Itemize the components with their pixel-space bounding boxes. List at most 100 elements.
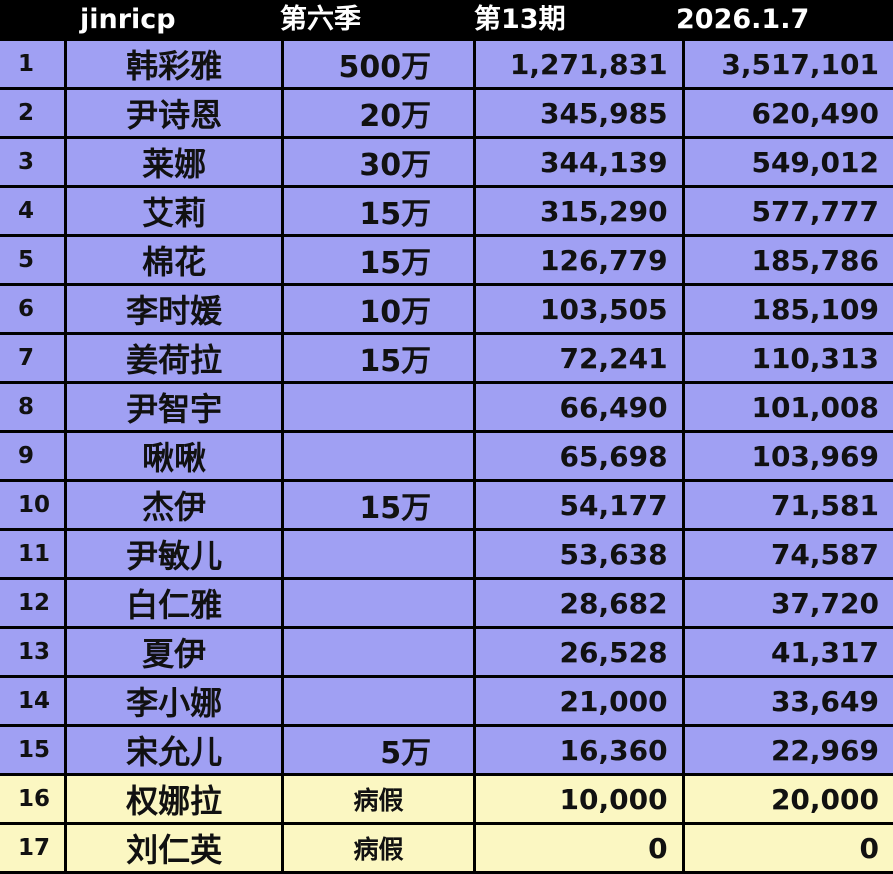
prize-cell <box>283 580 474 626</box>
prize-cell: 15万 <box>283 237 474 283</box>
prize-cell: 病假 <box>283 776 474 822</box>
table-row: 16 权娜拉 病假 10,000 20,000 <box>0 776 893 822</box>
prize-cell <box>283 678 474 724</box>
rank-cell: 8 <box>0 384 65 430</box>
prize-cell <box>283 629 474 675</box>
value2-cell: 22,969 <box>684 727 893 773</box>
value1-cell: 53,638 <box>476 531 682 577</box>
value2-cell: 103,969 <box>684 433 893 479</box>
name-cell: 杰伊 <box>67 482 281 528</box>
prize-cell: 5万 <box>283 727 474 773</box>
name-cell: 棉花 <box>67 237 281 283</box>
table-header: jinricp 第六季 第13期 2026.1.7 <box>0 0 893 40</box>
prize-cell <box>283 384 474 430</box>
name-cell: 刘仁英 <box>67 825 281 871</box>
table-row: 6 李时媛 10万 103,505 185,109 <box>0 286 893 332</box>
value1-cell: 72,241 <box>476 335 682 381</box>
rank-cell: 6 <box>0 286 65 332</box>
name-cell: 韩彩雅 <box>67 41 281 87</box>
value2-cell: 41,317 <box>684 629 893 675</box>
prize-cell: 15万 <box>283 482 474 528</box>
rank-cell: 1 <box>0 41 65 87</box>
name-cell: 尹敏儿 <box>67 531 281 577</box>
value1-cell: 126,779 <box>476 237 682 283</box>
prize-cell <box>283 531 474 577</box>
ranking-rows: 1 韩彩雅 500万 1,271,831 3,517,101 2 尹诗恩 20万 345,985… <box>0 41 893 871</box>
table-row: 8 尹智宇 66,490 101,008 <box>0 384 893 430</box>
value2-cell: 620,490 <box>684 90 893 136</box>
table-row: 2 尹诗恩 20万 345,985 620,490 <box>0 90 893 136</box>
name-cell: 权娜拉 <box>67 776 281 822</box>
season-label: 第六季 <box>280 4 361 35</box>
prize-cell <box>283 433 474 479</box>
name-cell: 白仁雅 <box>67 580 281 626</box>
value1-cell: 10,000 <box>476 776 682 822</box>
table-row: 3 莱娜 30万 344,139 549,012 <box>0 139 893 185</box>
name-cell: 莱娜 <box>67 139 281 185</box>
value2-cell: 110,313 <box>684 335 893 381</box>
value2-cell: 0 <box>684 825 893 871</box>
rank-cell: 7 <box>0 335 65 381</box>
value1-cell: 65,698 <box>476 433 682 479</box>
brand-label: jinricp <box>80 4 176 35</box>
rank-cell: 16 <box>0 776 65 822</box>
value2-cell: 101,008 <box>684 384 893 430</box>
value2-cell: 185,109 <box>684 286 893 332</box>
name-cell: 尹智宇 <box>67 384 281 430</box>
table-row: 9 啾啾 65,698 103,969 <box>0 433 893 479</box>
name-cell: 李时媛 <box>67 286 281 332</box>
rank-cell: 11 <box>0 531 65 577</box>
rank-cell: 9 <box>0 433 65 479</box>
name-cell: 宋允儿 <box>67 727 281 773</box>
value1-cell: 66,490 <box>476 384 682 430</box>
rank-cell: 12 <box>0 580 65 626</box>
table-row: 10 杰伊 15万 54,177 71,581 <box>0 482 893 528</box>
ranking-table: 1 韩彩雅 500万 1,271,831 3,517,101 2 尹诗恩 20万 345,985… <box>0 38 893 874</box>
prize-cell: 15万 <box>283 188 474 234</box>
value2-cell: 20,000 <box>684 776 893 822</box>
rank-cell: 10 <box>0 482 65 528</box>
name-cell: 姜荷拉 <box>67 335 281 381</box>
value1-cell: 21,000 <box>476 678 682 724</box>
value1-cell: 344,139 <box>476 139 682 185</box>
prize-cell: 10万 <box>283 286 474 332</box>
table-row: 14 李小娜 21,000 33,649 <box>0 678 893 724</box>
table-row: 7 姜荷拉 15万 72,241 110,313 <box>0 335 893 381</box>
name-cell: 夏伊 <box>67 629 281 675</box>
table-row: 11 尹敏儿 53,638 74,587 <box>0 531 893 577</box>
table-row: 15 宋允儿 5万 16,360 22,969 <box>0 727 893 773</box>
prize-cell: 30万 <box>283 139 474 185</box>
table-row: 1 韩彩雅 500万 1,271,831 3,517,101 <box>0 41 893 87</box>
period-label: 第13期 <box>474 4 566 35</box>
prize-cell: 15万 <box>283 335 474 381</box>
value1-cell: 26,528 <box>476 629 682 675</box>
value1-cell: 0 <box>476 825 682 871</box>
value2-cell: 37,720 <box>684 580 893 626</box>
table-row: 4 艾莉 15万 315,290 577,777 <box>0 188 893 234</box>
value1-cell: 1,271,831 <box>476 41 682 87</box>
prize-cell: 500万 <box>283 41 474 87</box>
value1-cell: 28,682 <box>476 580 682 626</box>
name-cell: 艾莉 <box>67 188 281 234</box>
rank-cell: 2 <box>0 90 65 136</box>
value2-cell: 3,517,101 <box>684 41 893 87</box>
rank-cell: 4 <box>0 188 65 234</box>
value1-cell: 54,177 <box>476 482 682 528</box>
name-cell: 李小娜 <box>67 678 281 724</box>
value2-cell: 549,012 <box>684 139 893 185</box>
value1-cell: 315,290 <box>476 188 682 234</box>
rank-cell: 15 <box>0 727 65 773</box>
rank-cell: 14 <box>0 678 65 724</box>
prize-cell: 20万 <box>283 90 474 136</box>
value2-cell: 74,587 <box>684 531 893 577</box>
rank-cell: 13 <box>0 629 65 675</box>
value2-cell: 71,581 <box>684 482 893 528</box>
table-row: 17 刘仁英 病假 0 0 <box>0 825 893 871</box>
table-row: 12 白仁雅 28,682 37,720 <box>0 580 893 626</box>
table-row: 5 棉花 15万 126,779 185,786 <box>0 237 893 283</box>
value2-cell: 33,649 <box>684 678 893 724</box>
table-row: 13 夏伊 26,528 41,317 <box>0 629 893 675</box>
value2-cell: 185,786 <box>684 237 893 283</box>
rank-cell: 3 <box>0 139 65 185</box>
rank-cell: 5 <box>0 237 65 283</box>
